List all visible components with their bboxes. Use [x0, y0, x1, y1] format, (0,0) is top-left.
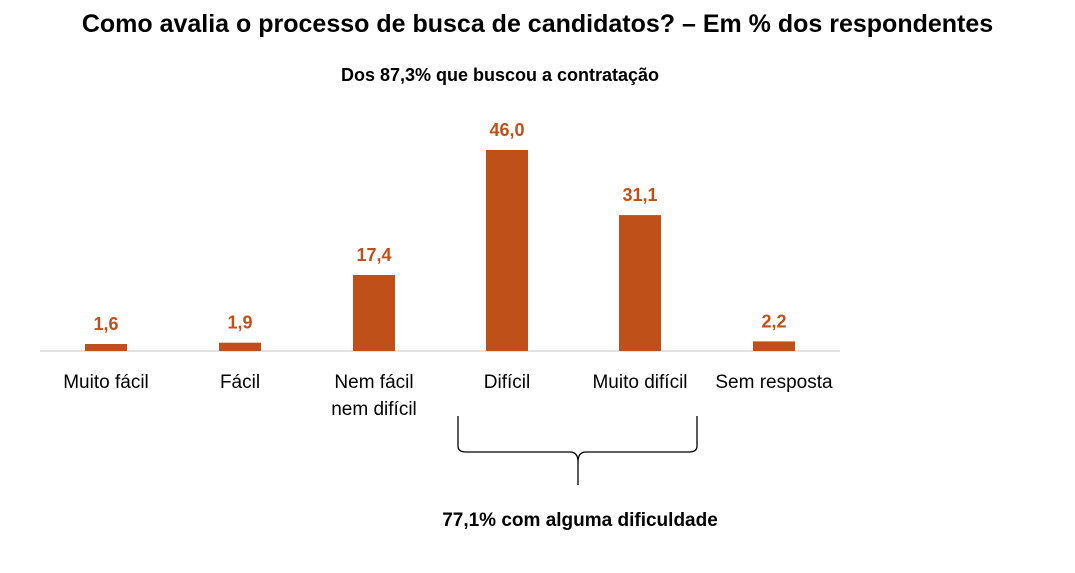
data-label: 1,6	[93, 314, 118, 334]
bar	[85, 344, 127, 351]
bar	[219, 342, 261, 351]
grouping-bracket	[457, 416, 698, 485]
x-tick-label: Fácil	[220, 372, 260, 393]
bar	[353, 274, 395, 351]
bar	[486, 150, 528, 351]
chart-title: Como avalia o processo de busca de candi…	[81, 10, 994, 38]
x-tick-label: Muito difícil	[592, 372, 687, 393]
data-label: 2,2	[761, 311, 786, 331]
x-tick-label: Muito fácil	[63, 372, 149, 393]
chart-subtitle: Dos 87,3% que buscou a contratação	[340, 65, 660, 85]
x-tick-label: nem difícil	[331, 399, 417, 420]
data-label: 31,1	[622, 185, 657, 205]
bar	[753, 341, 795, 351]
data-label: 46,0	[489, 120, 524, 140]
data-label: 1,9	[227, 313, 252, 333]
x-tick-label: Sem resposta	[715, 372, 833, 393]
x-tick-label: Nem fácil	[334, 372, 413, 393]
bracket-annotation-label: 77,1% com alguma dificuldade	[442, 510, 718, 531]
bar	[619, 215, 661, 351]
x-tick-label: Difícil	[484, 372, 530, 393]
data-label: 17,4	[356, 245, 391, 265]
